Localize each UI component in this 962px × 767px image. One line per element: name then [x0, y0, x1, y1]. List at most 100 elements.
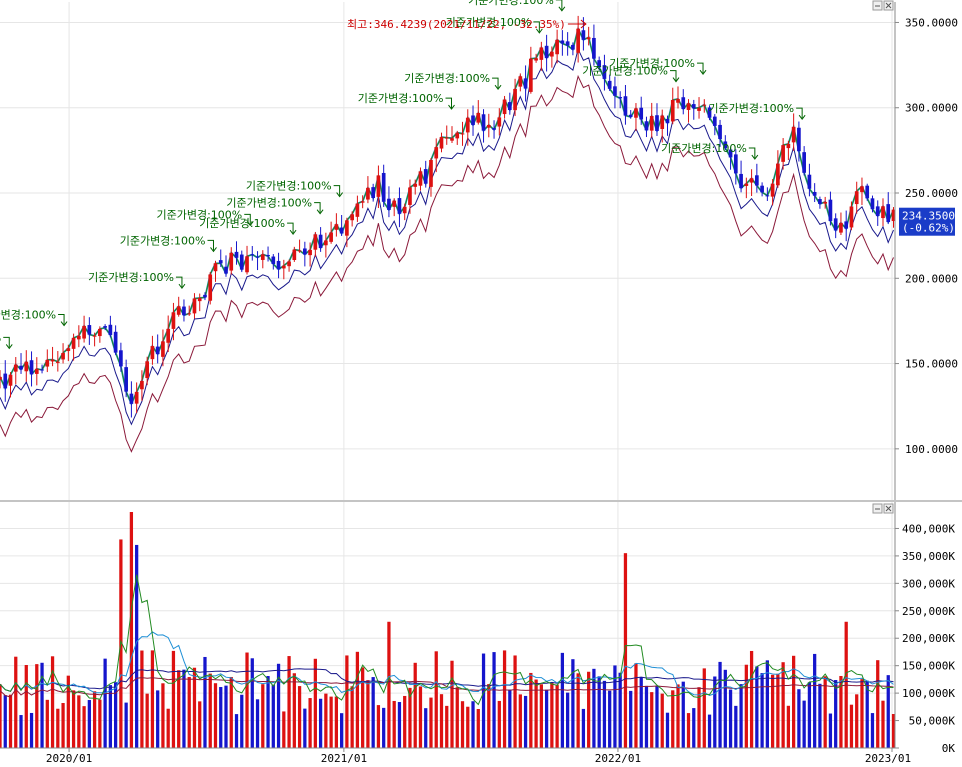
volume-bar-5	[24, 664, 28, 748]
candle-body-85	[444, 137, 449, 139]
volume-bar-164	[860, 679, 864, 748]
price-minimize-button[interactable]	[872, 0, 883, 11]
volume-bar-38	[198, 701, 202, 748]
candle-body-55	[287, 261, 291, 267]
annotation-label-3: 기준가변경:100%	[120, 234, 206, 247]
price-close-button[interactable]	[883, 0, 894, 11]
panel-buttons[interactable]	[872, 0, 894, 514]
candle-104	[544, 34, 549, 72]
volume-bar-101	[529, 672, 533, 748]
candle-body-10	[50, 359, 55, 362]
volume-bar-39	[203, 656, 207, 748]
candle-body-75	[392, 200, 397, 207]
annotation-6: 기준가변경:100%	[226, 197, 324, 215]
candle-body-135	[707, 107, 712, 118]
candle-75	[392, 198, 397, 217]
candle-body-137	[718, 124, 722, 140]
volume-bar-44	[229, 676, 233, 748]
candle-body-122	[639, 107, 644, 120]
volume-close-button[interactable]	[883, 503, 894, 514]
candle-86	[450, 126, 454, 144]
volume-bar-134	[702, 668, 706, 748]
volume-bar-113	[592, 668, 596, 748]
volume-bar-13	[66, 675, 70, 748]
volume-bar-76	[397, 702, 402, 748]
candle-body-155	[812, 191, 817, 196]
candle-13	[66, 344, 71, 362]
volume-bar-51	[266, 676, 270, 748]
candle-body-109	[571, 44, 575, 50]
candle-53	[276, 252, 281, 279]
candle-162	[849, 201, 854, 231]
annotation-2: 기준가변경:100%	[88, 271, 186, 289]
volume-minimize-button[interactable]	[872, 503, 883, 514]
volume-bar-29	[150, 650, 155, 748]
annotation-label-4: 기준가변경:100%	[157, 208, 243, 221]
volume-bar-157	[823, 676, 827, 748]
candle-0	[0, 370, 2, 389]
date-tick-label-2: 2022/01	[595, 752, 641, 765]
candle-42	[218, 249, 223, 267]
volume-bar-138	[723, 669, 727, 748]
annotation-arrowhead-6	[316, 209, 324, 215]
volume-bar-131	[686, 713, 691, 748]
candle-body-139	[728, 149, 733, 158]
volume-bar-126	[660, 693, 664, 748]
candle-body-100	[523, 78, 528, 89]
volume-bar-31	[161, 683, 165, 748]
volume-panel: 400,000K 350,000K 300,000K 250,000K 200,000K…	[0, 502, 955, 755]
volume-bar-90	[471, 701, 475, 748]
volume-bar-112	[587, 671, 591, 748]
candle-body-43	[224, 266, 228, 274]
candle-body-79	[413, 183, 418, 187]
candle-body-60	[313, 234, 318, 250]
volume-bar-63	[329, 696, 333, 748]
volume-bar-123	[644, 685, 649, 748]
candle-131	[686, 99, 691, 123]
annotation-4: 기준가변경:100%	[157, 208, 254, 227]
candle-160	[839, 212, 843, 235]
candle-body-27	[140, 380, 144, 390]
annotation-arrowhead-1	[60, 321, 68, 327]
candle-body-47	[245, 256, 249, 273]
candle-85	[444, 125, 449, 145]
candle-80	[418, 167, 423, 191]
volume-bar-68	[355, 651, 360, 748]
candle-body-54	[281, 265, 286, 269]
candle-153	[802, 146, 806, 176]
candle-body-1	[3, 373, 8, 389]
volume-bar-8	[40, 662, 44, 748]
volume-bar-11	[56, 708, 60, 748]
candle-body-166	[870, 198, 875, 210]
candle-body-11	[55, 361, 60, 363]
candle-body-124	[649, 116, 654, 131]
candle-body-146	[765, 195, 770, 197]
annotation-arrowhead-3	[210, 247, 217, 253]
candle-2	[8, 372, 13, 398]
candle-122	[639, 96, 644, 125]
annotation-label-7: 기준가변경:100%	[246, 180, 332, 193]
candle-body-136	[712, 116, 717, 126]
candle-body-57	[297, 250, 302, 252]
candle-97	[507, 92, 512, 115]
price-tick-label-4: 150.0000	[905, 358, 958, 371]
candle-73	[381, 164, 386, 207]
candle-body-159	[833, 218, 838, 231]
annotation-arrow-6	[314, 202, 321, 213]
candle-body-36	[187, 313, 192, 315]
annotation-arrowhead-10	[535, 28, 543, 34]
candle-body-105	[550, 51, 554, 57]
annotation-arrowhead-9	[494, 84, 502, 90]
volume-bar-151	[792, 655, 796, 748]
candle-body-141	[739, 173, 743, 189]
candle-170	[891, 207, 896, 228]
volume-bar-115	[602, 680, 607, 748]
candle-19	[98, 326, 102, 343]
candle-43	[224, 255, 228, 277]
candle-body-129	[676, 98, 680, 103]
volume-bar-125	[655, 685, 659, 748]
candle-57	[297, 239, 302, 253]
annotation-label-15: 기준가변경:100%	[708, 102, 794, 115]
volume-bar-12	[61, 703, 65, 748]
candle-body-151	[791, 126, 796, 143]
